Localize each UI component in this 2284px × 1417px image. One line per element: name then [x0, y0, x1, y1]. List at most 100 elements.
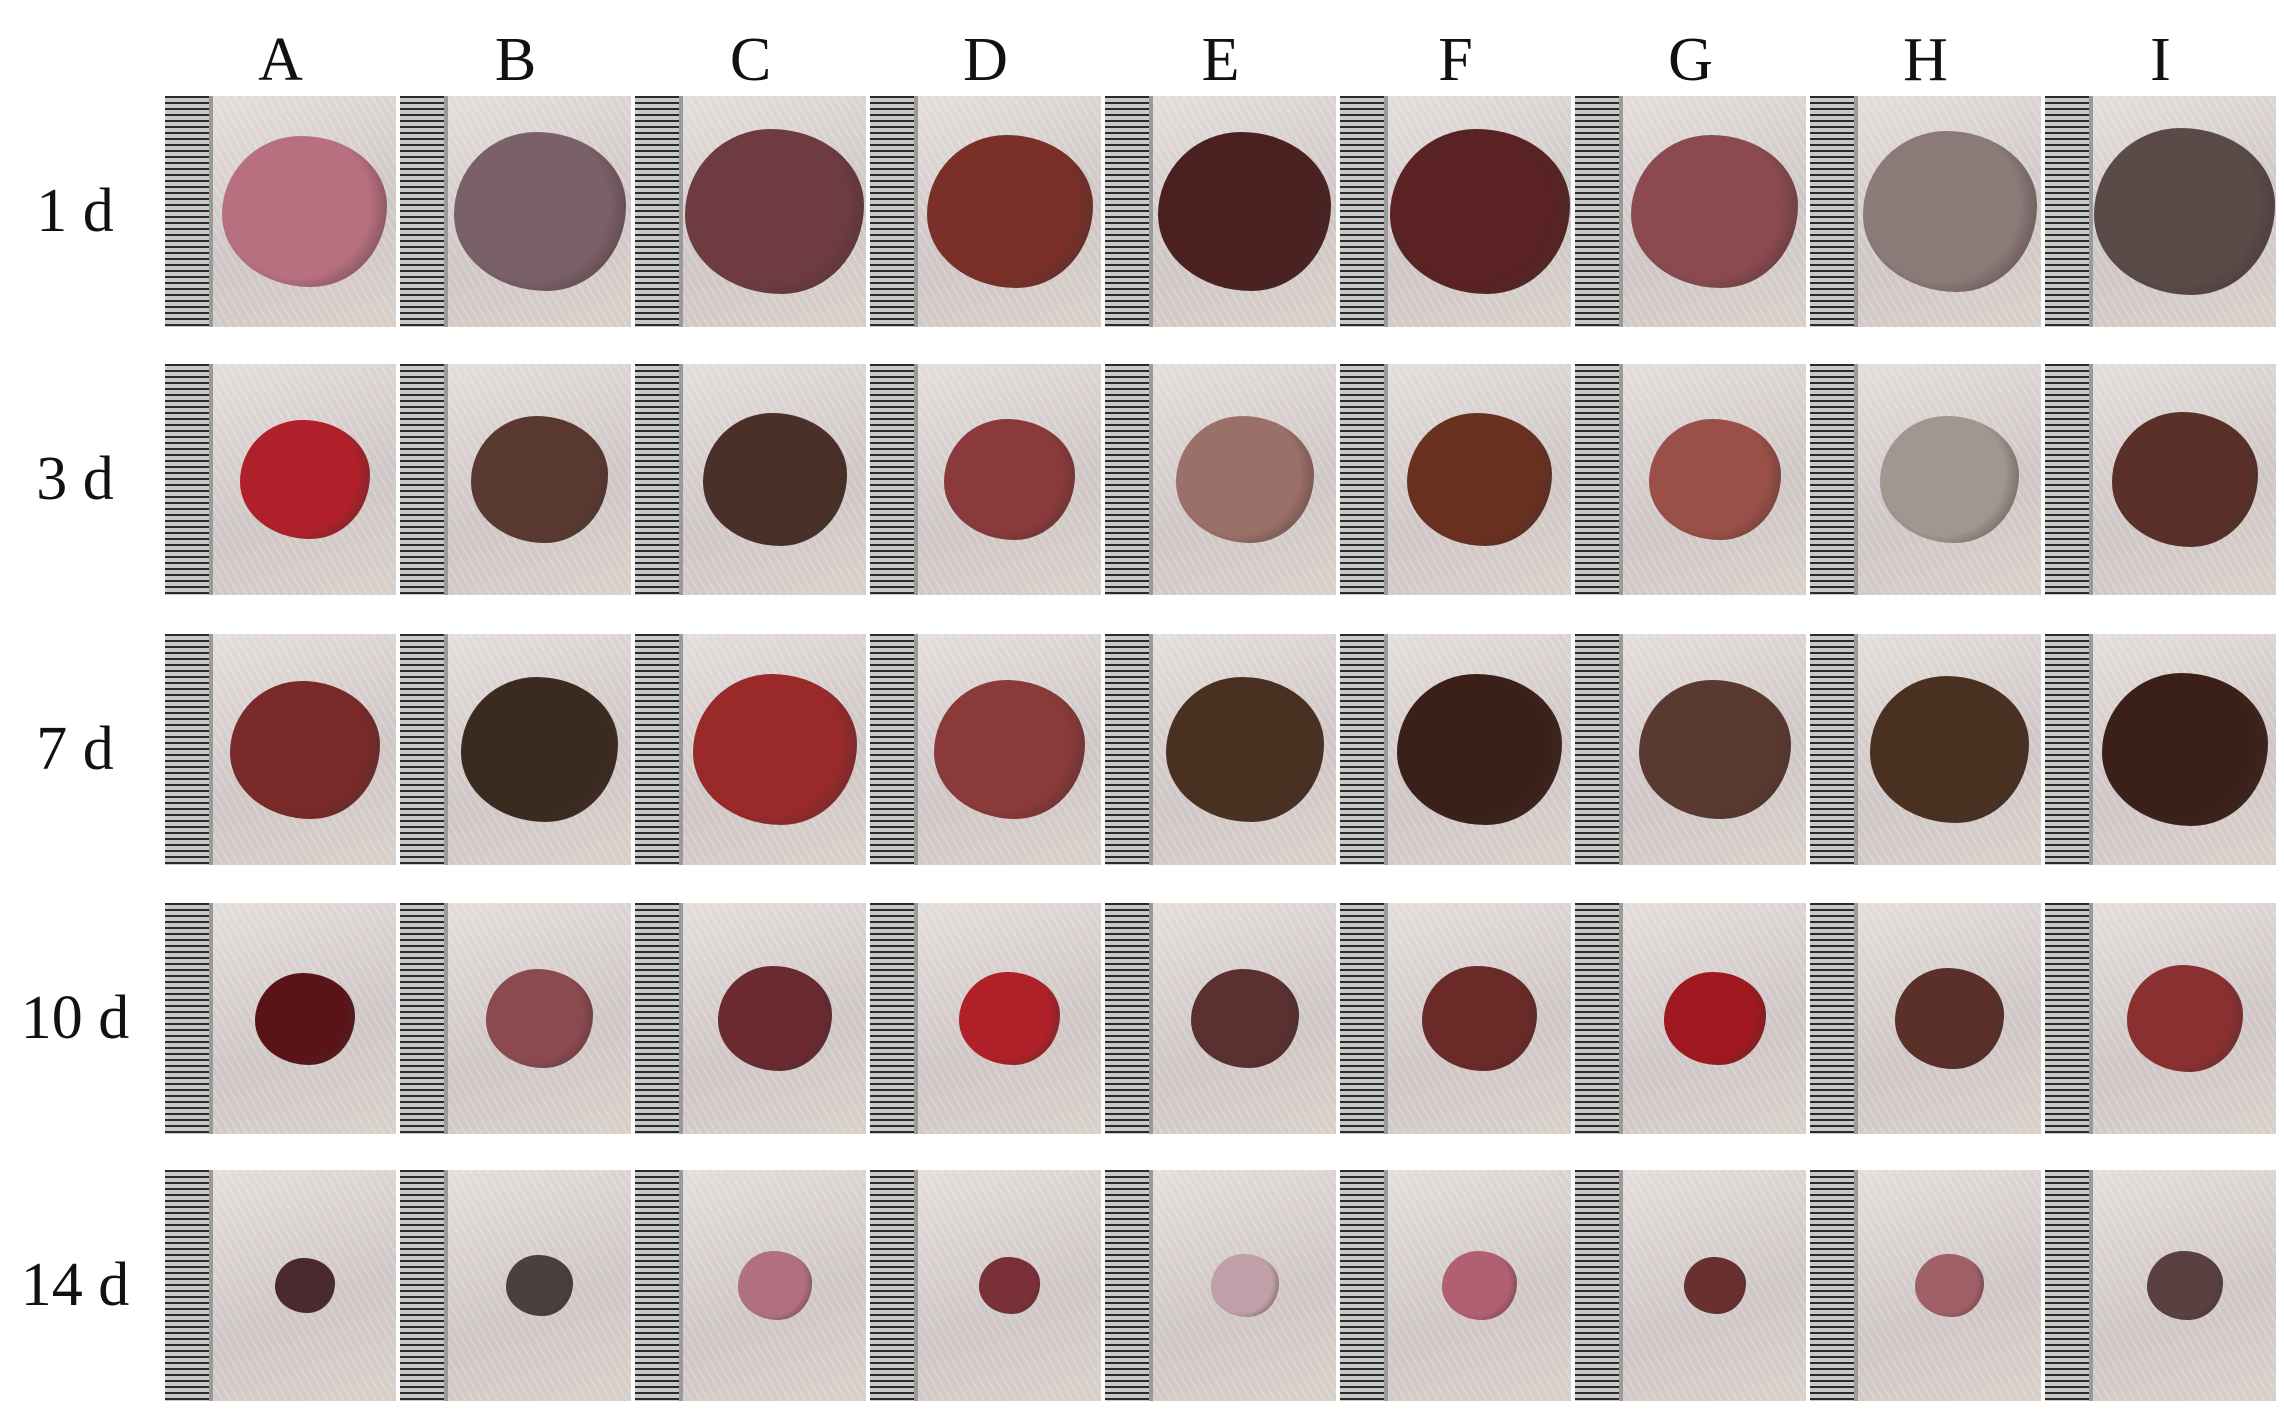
wound [486, 969, 593, 1068]
wound-photo [400, 364, 631, 595]
ruler [2045, 634, 2093, 865]
wound [1880, 415, 2019, 544]
wound [1190, 968, 1299, 1069]
wound-photo [870, 1170, 1101, 1401]
column-header: B [494, 26, 537, 94]
column-header: F [1438, 26, 1473, 94]
ruler [870, 903, 918, 1134]
column-header: C [729, 26, 772, 94]
ruler [1810, 1170, 1858, 1401]
ruler [400, 364, 448, 595]
ruler [1810, 364, 1858, 595]
ruler [870, 364, 918, 595]
ruler [1575, 903, 1623, 1134]
wound [506, 1254, 573, 1317]
wound-photo [1575, 634, 1806, 865]
wound [1870, 676, 2029, 823]
column-header: H [1903, 26, 1948, 94]
wound [1663, 971, 1766, 1066]
ruler [635, 96, 683, 327]
wound [229, 680, 380, 819]
ruler [2045, 364, 2093, 595]
wound [471, 416, 608, 543]
wound-photo [400, 96, 631, 327]
ruler [870, 96, 918, 327]
ruler [1105, 903, 1153, 1134]
wound-photo [870, 903, 1101, 1134]
ruler [1340, 634, 1388, 865]
wound-photo [2045, 903, 2276, 1134]
ruler [1810, 903, 1858, 1134]
row-label: 14 d [20, 1251, 130, 1319]
ruler [2045, 96, 2093, 327]
wound [1862, 131, 2037, 292]
ruler [1575, 96, 1623, 327]
wound [1165, 676, 1324, 823]
wound [959, 972, 1060, 1065]
wound [1158, 131, 1331, 292]
wound [461, 677, 618, 822]
wound-photo [1340, 364, 1571, 595]
ruler [870, 634, 918, 865]
wound [2111, 412, 2258, 547]
wound [2126, 965, 2243, 1072]
wound-photo [1105, 1170, 1336, 1401]
wound-photo [1340, 634, 1571, 865]
wound [692, 674, 857, 825]
wound [1397, 673, 1562, 826]
wound [239, 419, 370, 540]
wound [1422, 965, 1537, 1072]
ruler [1575, 1170, 1623, 1401]
wound [1895, 968, 2004, 1069]
wound [685, 129, 864, 294]
ruler [635, 364, 683, 595]
wound [1210, 1254, 1279, 1317]
ruler [165, 634, 213, 865]
wound-photo [2045, 1170, 2276, 1401]
wound [2101, 673, 2268, 826]
ruler [870, 1170, 918, 1401]
ruler [400, 1170, 448, 1401]
ruler [1340, 903, 1388, 1134]
wound [702, 413, 847, 546]
column-header: E [1201, 26, 1240, 94]
wound [1683, 1256, 1746, 1314]
wound-photo [635, 96, 866, 327]
row-label: 3 d [36, 445, 114, 513]
wound-photo [635, 903, 866, 1134]
ruler [1105, 634, 1153, 865]
row-label: 10 d [20, 984, 130, 1052]
wound-photo [1340, 96, 1571, 327]
ruler [1105, 1170, 1153, 1401]
wound-photo [2045, 96, 2276, 327]
row-label: 1 d [36, 177, 114, 245]
wound [717, 966, 832, 1071]
wound-photo [635, 1170, 866, 1401]
wound-photo [1810, 96, 2041, 327]
wound [274, 1257, 335, 1314]
wound [1175, 416, 1314, 543]
wound-photo [870, 634, 1101, 865]
wound-photo [635, 364, 866, 595]
wound-photo [1810, 903, 2041, 1134]
row-label: 7 d [36, 715, 114, 783]
wound-photo [1105, 96, 1336, 327]
ruler [165, 1170, 213, 1401]
ruler [400, 96, 448, 327]
ruler [1810, 634, 1858, 865]
wound-photo [1340, 1170, 1571, 1401]
ruler [400, 903, 448, 1134]
wound [222, 135, 387, 288]
ruler [165, 364, 213, 595]
wound-photo [635, 634, 866, 865]
ruler [635, 903, 683, 1134]
wound-photo [1105, 903, 1336, 1134]
wound [1631, 134, 1798, 289]
ruler [2045, 903, 2093, 1134]
column-header: G [1668, 26, 1713, 94]
wound [934, 680, 1085, 819]
wound [926, 135, 1093, 288]
wound-photo [1810, 634, 2041, 865]
wound [1915, 1253, 1984, 1318]
wound [2094, 128, 2275, 295]
